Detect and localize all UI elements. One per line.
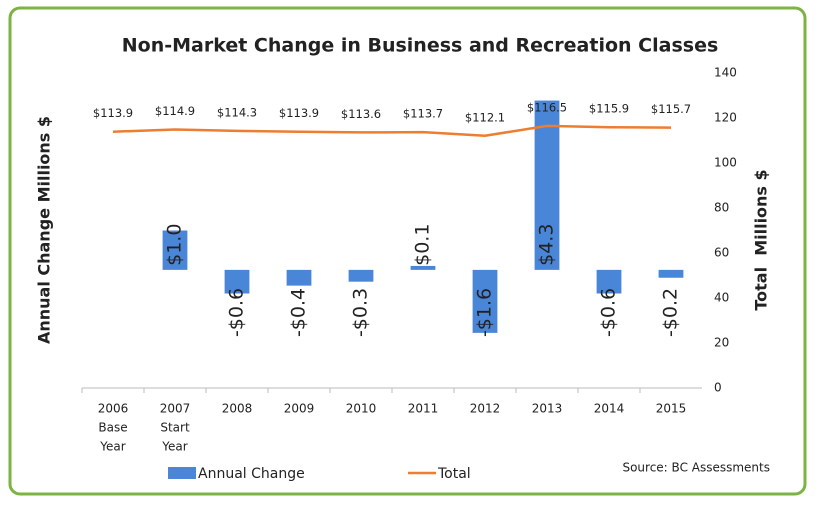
bar [162,230,188,270]
legend-label: Total [437,466,471,482]
x-tick-label: 2014 [594,402,625,416]
x-tick-label: 2015 [656,402,687,416]
y2-tick-label: 140 [714,66,737,80]
x-tick-label: Base [98,421,127,435]
bar-label: -$1.6 [474,288,496,337]
y2-tick-label: 100 [714,156,737,170]
line-label: $113.9 [279,106,319,120]
y2-axis-title: Total Millions $ [752,169,771,310]
x-tick-label: Start [160,421,190,435]
line-label: $116.5 [527,100,567,114]
bar-label: -$0.2 [660,288,682,337]
x-tick-label: 2013 [532,402,563,416]
y2-tick-label: 120 [714,111,737,125]
x-tick-label: 2008 [222,402,253,416]
x-tick-label: 2007 [160,402,191,416]
line-series [112,124,672,138]
bar [348,269,374,282]
line-label: $112.1 [465,110,505,124]
bar-label: -$0.6 [226,288,248,337]
bar-label: $0.1 [412,224,434,266]
bar [534,100,560,270]
chart-frame [8,6,807,496]
line-label: $115.7 [651,102,691,116]
line-label: $114.9 [155,104,195,118]
line-label: $115.9 [589,102,629,116]
x-tick-label: Year [161,440,187,454]
line-label: $113.6 [341,107,381,121]
y2-tick-label: 40 [714,291,729,305]
bar-label: -$0.4 [288,288,310,337]
x-tick-label: 2010 [346,402,377,416]
x-tick-label: 2012 [470,402,501,416]
bar [286,269,312,286]
bar-label: $4.3 [536,224,558,266]
x-tick-label: Year [99,440,125,454]
x-tick-label: 2011 [408,402,439,416]
line-label: $113.7 [403,107,443,121]
bar-label: -$0.3 [350,288,372,337]
y2-tick-label: 80 [714,201,729,215]
x-tick-label: 2006 [98,402,129,416]
y-axis-title: Annual Change Millions $ [35,116,54,344]
bar-label: $1.0 [164,224,186,266]
legend-label: Annual Change [198,466,305,482]
legend-swatch [168,467,196,479]
y2-tick-label: 0 [714,381,722,395]
bar [472,269,498,333]
y2-tick-label: 60 [714,246,729,260]
source-note: Source: BC Assessments [622,461,770,475]
line-label: $114.3 [217,105,257,119]
chart-title: Non-Market Change in Business and Recrea… [122,35,719,57]
bar [658,269,684,278]
line-label: $113.9 [93,106,133,120]
bar-label: -$0.6 [598,288,620,337]
bar [596,269,622,294]
y2-tick-label: 20 [714,336,729,350]
bar [410,265,436,270]
bar [224,269,250,294]
x-tick-label: 2009 [284,402,315,416]
